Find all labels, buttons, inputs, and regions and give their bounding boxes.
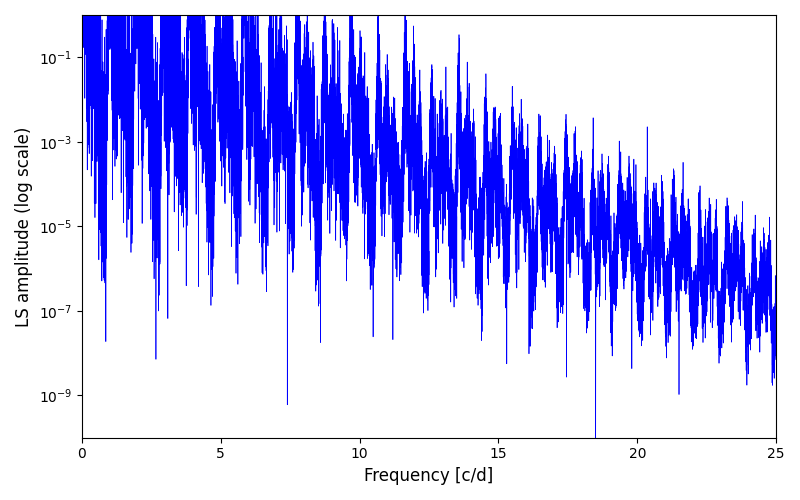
X-axis label: Frequency [c/d]: Frequency [c/d] xyxy=(364,467,494,485)
Y-axis label: LS amplitude (log scale): LS amplitude (log scale) xyxy=(15,126,33,326)
